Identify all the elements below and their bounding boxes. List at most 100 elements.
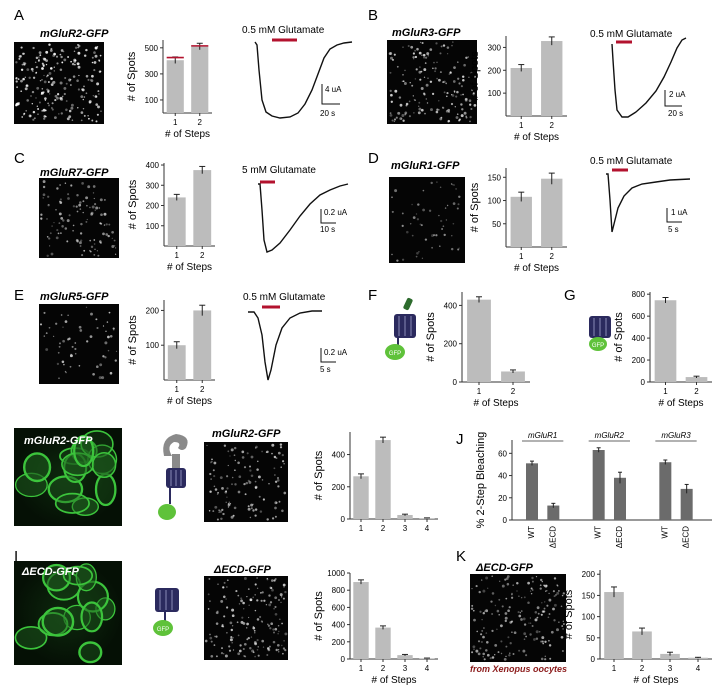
fluorescent-spot [221,487,224,490]
bar [193,170,212,246]
fluorescent-spot [15,77,18,79]
fluorescent-spot [404,111,408,115]
y-axis-label: # of Spots [469,182,481,232]
fluorescent-spot [262,646,265,648]
scale-bar [321,84,340,105]
fluorescent-spot [74,63,76,66]
cell-outline [91,451,117,479]
fluorescent-spot [41,79,43,81]
fluorescent-spot [91,61,94,64]
fluorescent-spot [234,483,237,486]
fluorescent-spot [69,354,73,358]
fluorescent-spot [443,233,446,237]
fluorescent-spot [498,598,501,601]
fluorescent-spot [229,503,232,505]
fluorescent-spot [42,197,45,199]
fluorescent-spot [277,485,280,488]
fluorescent-spot [424,238,428,241]
construct-label: mGluR7-GFP [40,167,109,179]
fluorescent-spot [82,98,84,101]
fluorescent-spot [204,639,208,643]
fluorescent-spot [225,598,227,600]
fluorescent-spot [65,82,68,85]
y-tick-label: 300 [146,181,160,190]
fluorescent-spot [499,580,501,582]
fluorescent-spot [254,514,257,517]
x-axis-label: # of Steps [658,398,703,409]
fluorescent-spot [46,74,49,77]
fluorescent-spot [96,96,98,98]
fluorescent-spot [279,443,283,446]
fluorescent-spot [553,595,556,598]
bar [688,657,708,659]
y-tick-label: 600 [632,312,646,321]
fluorescent-spot [237,652,241,656]
fluorescent-spot [49,232,52,235]
fluorescent-spot [20,46,23,49]
fluorescent-spot [100,222,103,225]
bar [510,196,532,247]
fluorescent-spot [48,245,51,247]
fluorescent-spot [278,599,280,601]
fluorescent-spot [16,86,18,89]
fluorescent-spot [72,75,76,78]
fluorescent-spot [550,630,554,634]
fluorescent-spot [548,639,550,642]
fluorescent-spot [498,614,500,616]
gfp-label: GFP [592,343,604,349]
fluorescent-spot [404,113,407,116]
fluorescent-spot [46,217,48,220]
fluorescent-spot [430,108,433,112]
fluorescent-spot [72,205,76,208]
fluorescent-spot [274,515,277,518]
fluorescent-spot [45,50,49,54]
fluorescent-spot [424,56,428,59]
fluorescent-spot [46,236,49,238]
fluorescent-spot [238,649,242,653]
fluorescent-spot [56,93,60,96]
fluorescent-spot [412,52,415,55]
fluorescent-spot [460,114,464,118]
fluorescent-spot [210,640,213,643]
fluorescent-spot [247,616,250,619]
cell-outline [41,563,71,592]
fluorescent-spot [82,211,84,214]
fluorescent-spot [531,589,534,591]
fluorescent-spot [223,444,227,447]
scale-bar [320,209,336,224]
fluorescent-spot [261,479,264,481]
fluorescent-spot [418,51,422,55]
fluorescent-spot [90,79,92,81]
fluorescent-spot [418,251,420,253]
fluorescent-spot [56,229,59,232]
fluorescent-spot [231,608,235,612]
fluorescent-spot [225,490,227,493]
fluorescent-spot [102,355,105,358]
fluorescent-spot [35,65,39,69]
fluorescent-spot [508,606,511,609]
fluorescent-spot [96,113,99,116]
panel-a: A mGluR2-GFP 100 300 500 # of Spots 1 2 # of S… [14,7,353,140]
fluorescent-spot [245,627,248,629]
x-tick-label: 2 [198,118,203,127]
fluorescent-spot [91,56,94,59]
fluorescent-spot [422,92,426,95]
fluorescent-spot [206,444,208,447]
micrograph [204,442,288,522]
fluorescent-spot [47,102,49,105]
fluorescent-spot [72,224,75,227]
fluorescent-spot [100,110,102,112]
fluorescent-spot [62,50,65,53]
fluorescent-spot [216,610,219,613]
x-axis-label: # of Steps [633,675,678,686]
fluorescent-spot [477,640,481,643]
fluorescent-spot [79,201,82,204]
bar [397,655,413,659]
fluorescent-spot [267,648,271,652]
fluorescent-spot [436,108,439,111]
fluorescent-spot [208,509,211,512]
fluorescent-spot [55,209,57,211]
fluorescent-spot [221,508,224,512]
fluorescent-spot [80,95,84,99]
fluorescent-spot [70,184,73,187]
